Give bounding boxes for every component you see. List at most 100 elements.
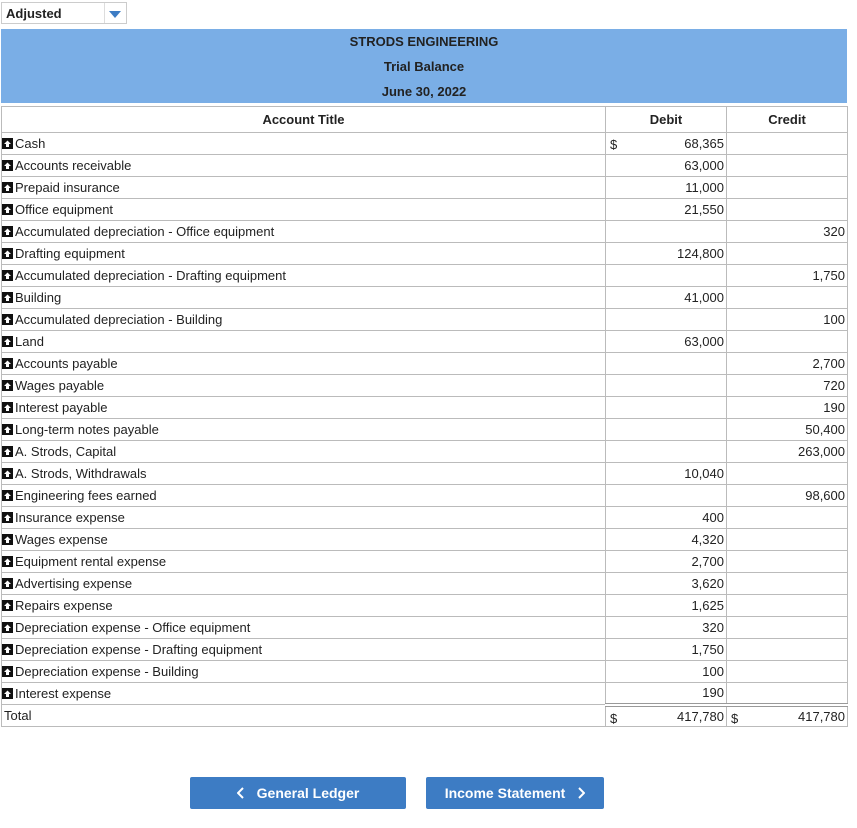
row-icon[interactable] [2, 270, 13, 281]
debit-amount: 4,320 [691, 532, 724, 547]
row-icon[interactable] [2, 446, 13, 457]
debit-amount: 320 [702, 620, 724, 635]
row-icon[interactable] [2, 468, 13, 479]
debit-amount: 63,000 [684, 158, 724, 173]
row-icon[interactable] [2, 512, 13, 523]
total-row: Total $417,780 $417,780 [1, 702, 848, 727]
row-icon[interactable] [2, 358, 13, 369]
row-icon[interactable] [2, 248, 13, 259]
debit-cell: 4,320 [605, 528, 727, 551]
row-icon[interactable] [2, 534, 13, 545]
row-icon[interactable] [2, 336, 13, 347]
credit-amount: 1,750 [812, 268, 845, 283]
account-cell: Equipment rental expense [1, 550, 606, 573]
account-cell: Wages payable [1, 374, 606, 397]
credit-amount: 263,000 [798, 444, 845, 459]
header-band: STRODS ENGINEERING Trial Balance June 30… [1, 29, 847, 103]
account-title: Prepaid insurance [15, 180, 120, 195]
row-icon[interactable] [2, 182, 13, 193]
row-icon[interactable] [2, 578, 13, 589]
account-row: Repairs expense 1,625 [1, 594, 848, 617]
credit-cell [726, 638, 848, 661]
row-icon[interactable] [2, 424, 13, 435]
row-icon[interactable] [2, 644, 13, 655]
credit-amount: 320 [823, 224, 845, 239]
debit-cell [605, 418, 727, 441]
account-title: Office equipment [15, 202, 114, 217]
row-icon[interactable] [2, 160, 13, 171]
row-icon[interactable] [2, 402, 13, 413]
account-title: Depreciation expense - Building [15, 664, 199, 679]
back-button[interactable]: General Ledger [190, 777, 406, 809]
debit-cell: 400 [605, 506, 727, 529]
account-cell: A. Strods, Capital [1, 440, 606, 463]
account-row: Insurance expense 400 [1, 506, 848, 529]
currency: $ [610, 710, 618, 726]
next-button[interactable]: Income Statement [426, 777, 604, 809]
account-title: Depreciation expense - Office equipment [15, 620, 251, 635]
row-icon[interactable] [2, 622, 13, 633]
credit-amount: 720 [823, 378, 845, 393]
account-row: Cash $68,365 [1, 132, 848, 155]
account-row: Depreciation expense - Drafting equipmen… [1, 638, 848, 661]
debit-amount: 68,365 [684, 136, 724, 151]
account-title: Land [15, 334, 44, 349]
account-cell: Depreciation expense - Building [1, 660, 606, 683]
credit-cell [726, 550, 848, 573]
account-cell: Office equipment [1, 198, 606, 221]
account-cell: Accounts payable [1, 352, 606, 375]
column-header: Credit [726, 106, 848, 133]
debit-amount: 100 [702, 664, 724, 679]
row-icon[interactable] [2, 314, 13, 325]
debit-cell: 21,550 [605, 198, 727, 221]
account-title: Accumulated depreciation - Building [15, 312, 223, 327]
account-title: Interest expense [15, 686, 112, 701]
credit-cell [726, 682, 848, 705]
row-icon[interactable] [2, 204, 13, 215]
account-row: Accounts receivable 63,000 [1, 154, 848, 177]
account-row: Equipment rental expense 2,700 [1, 550, 848, 573]
debit-cell [605, 352, 727, 375]
dropdown[interactable]: Adjusted [1, 2, 127, 24]
credit-cell [726, 242, 848, 265]
credit-amount: 417,780 [798, 708, 845, 724]
row-icon[interactable] [2, 600, 13, 611]
debit-amount: 1,750 [691, 642, 724, 657]
account-cell: Wages expense [1, 528, 606, 551]
credit-cell [726, 286, 848, 309]
chevron-left [236, 787, 244, 799]
debit-amount: 400 [702, 510, 724, 525]
debit-amount: 21,550 [684, 202, 724, 217]
credit-cell: 720 [726, 374, 848, 397]
debit-cell: 2,700 [605, 550, 727, 573]
row-icon[interactable] [2, 226, 13, 237]
debit-amount: 417,780 [677, 708, 724, 724]
account-cell: Insurance expense [1, 506, 606, 529]
debit-cell: 320 [605, 616, 727, 639]
row-icon[interactable] [2, 138, 13, 149]
account-title: Insurance expense [15, 510, 125, 525]
account-cell: Drafting equipment [1, 242, 606, 265]
debit-cell: 1,625 [605, 594, 727, 617]
debit-cell: 10,040 [605, 462, 727, 485]
account-cell: Interest payable [1, 396, 606, 419]
credit-cell [726, 572, 848, 595]
row-icon[interactable] [2, 380, 13, 391]
currency: $ [610, 137, 618, 152]
account-row: Long-term notes payable 50,400 [1, 418, 848, 441]
trial-balance-table: Account Title Debit Credit Cash $68,365 Ac… [1, 106, 848, 727]
row-icon[interactable] [2, 688, 13, 699]
account-title: Accounts payable [15, 356, 118, 371]
row-icon[interactable] [2, 556, 13, 567]
table-body: Cash $68,365 Accounts receivable 63,000 Prep… [1, 132, 848, 727]
row-icon[interactable] [2, 666, 13, 677]
row-icon[interactable] [2, 292, 13, 303]
debit-cell: 41,000 [605, 286, 727, 309]
account-cell: Cash [1, 132, 606, 155]
credit-cell: 98,600 [726, 484, 848, 507]
account-cell: Land [1, 330, 606, 353]
credit-cell [726, 330, 848, 353]
account-row: Engineering fees earned 98,600 [1, 484, 848, 507]
row-icon[interactable] [2, 490, 13, 501]
